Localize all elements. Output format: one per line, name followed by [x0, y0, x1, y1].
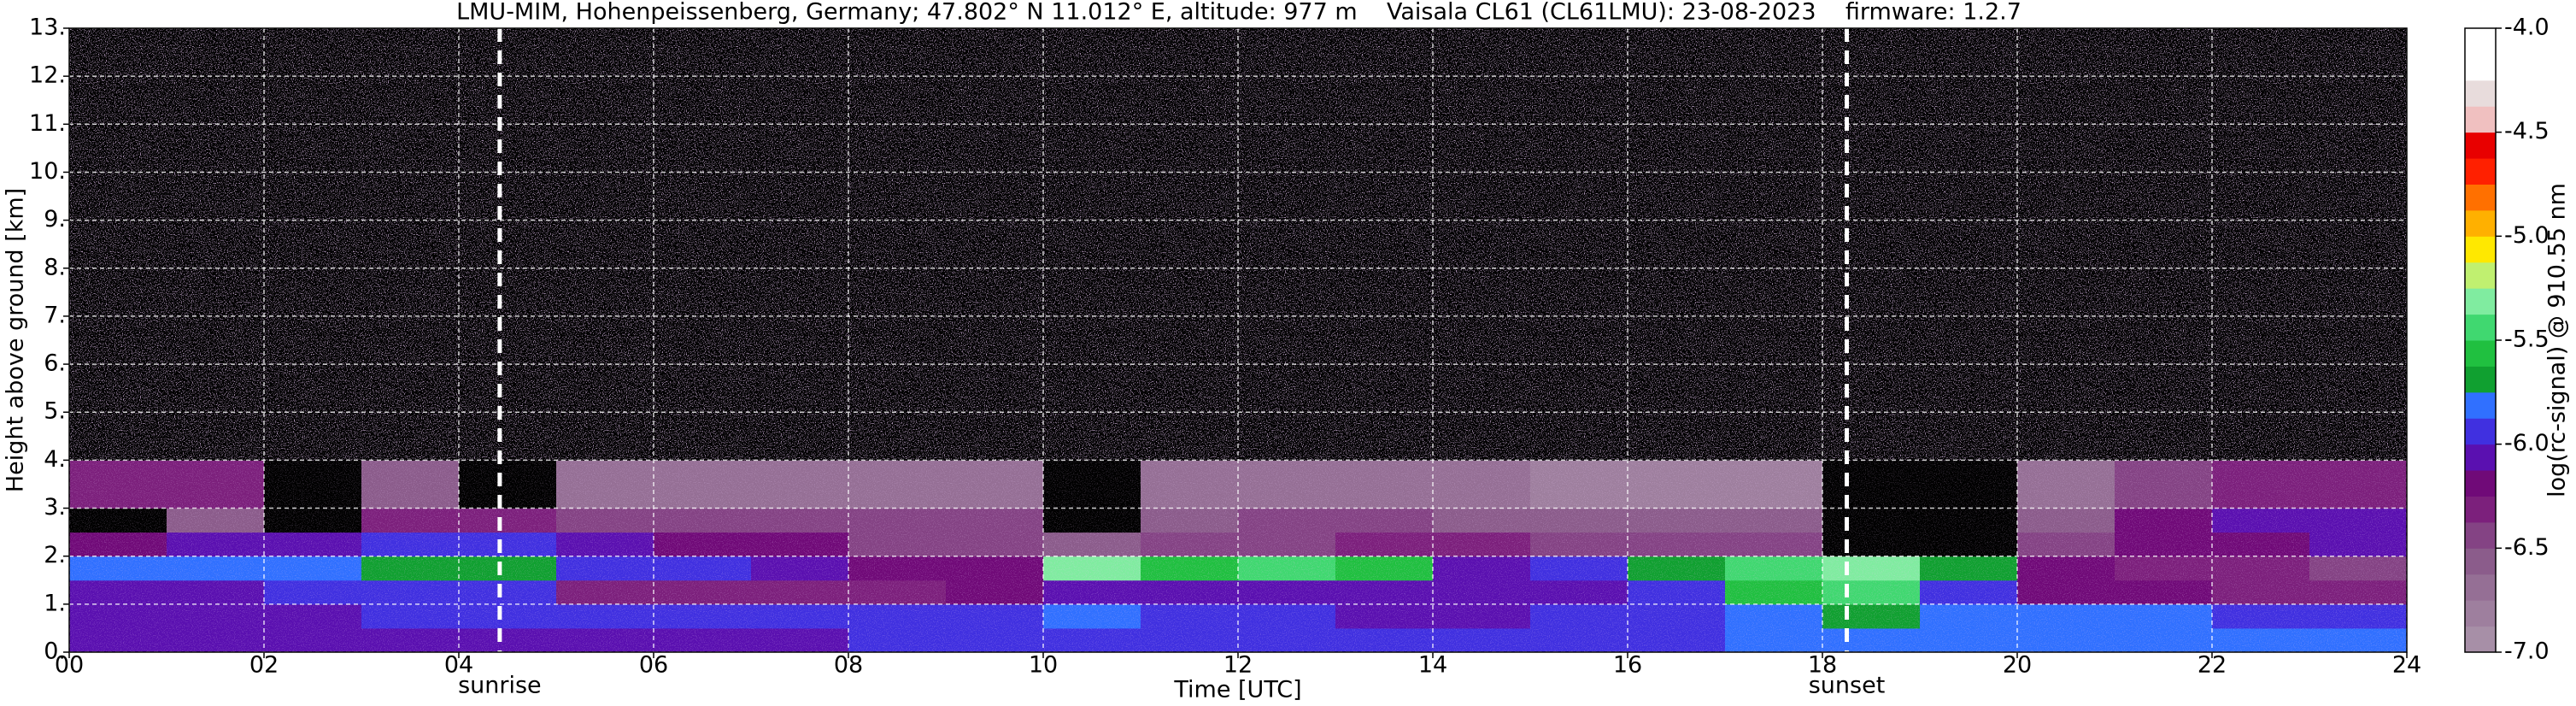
colorbar-swatch: [2465, 366, 2496, 393]
colorbar-swatch: [2465, 106, 2496, 133]
colorbar-swatch: [2465, 184, 2496, 211]
y-tick-label: 11.: [29, 110, 66, 137]
y-tick-label: 2.: [44, 542, 66, 568]
colorbar-swatch: [2465, 209, 2496, 237]
y-tick-label: 3.: [44, 494, 66, 521]
colorbar-swatch: [2465, 236, 2496, 263]
colorbar-tick-label: -4.0: [2504, 15, 2550, 41]
y-tick-label: 10.: [29, 158, 66, 185]
colorbar-swatch: [2465, 496, 2496, 523]
y-tick-label: 4.: [44, 446, 66, 473]
y-tick-label: 0.: [44, 638, 66, 665]
colorbar-tick-label: -4.5: [2504, 118, 2550, 144]
colorbar-swatch: [2465, 262, 2496, 289]
colorbar-swatch: [2465, 340, 2496, 367]
colorbar-swatch: [2465, 391, 2496, 419]
x-tick-label: 12: [1223, 652, 1253, 679]
colorbar-swatch: [2465, 132, 2496, 159]
colorbar-swatch: [2465, 288, 2496, 315]
colorbar-tick-label: -5.0: [2504, 222, 2550, 249]
x-tick-label: 22: [2198, 652, 2227, 679]
y-tick-label: 1.: [44, 590, 66, 616]
plot-frame: [68, 27, 2408, 653]
y-axis-label: Height above ground [km]: [3, 188, 29, 492]
colorbar-swatch: [2465, 158, 2496, 185]
y-tick-label: 12.: [29, 62, 66, 89]
y-tick-label: 5.: [44, 398, 66, 425]
colorbar-label: log(rc-signal) @ 910.55 nm: [2544, 183, 2571, 497]
colorbar-swatch: [2465, 28, 2496, 55]
event-label: sunset: [1809, 673, 1886, 699]
x-tick-label: 10: [1029, 652, 1058, 679]
y-tick-label: 8.: [44, 254, 66, 280]
x-tick-label: 04: [444, 652, 473, 679]
x-tick-label: 20: [2003, 652, 2032, 679]
colorbar-swatch: [2465, 314, 2496, 341]
colorbar-swatch: [2465, 548, 2496, 575]
x-tick-label: 02: [249, 652, 279, 679]
colorbar-swatch: [2465, 79, 2496, 107]
chart-title: LMU-MIM, Hohenpeissenberg, Germany; 47.8…: [456, 0, 2021, 26]
colorbar-swatch: [2465, 444, 2496, 471]
y-tick-label: 7.: [44, 302, 66, 328]
colorbar-swatch: [2465, 418, 2496, 445]
y-tick-label: 13.: [29, 15, 66, 41]
colorbar-tick-label: -6.0: [2504, 430, 2550, 456]
colorbar-tick-label: -6.5: [2504, 534, 2550, 561]
colorbar-swatch: [2465, 600, 2496, 627]
x-tick-label: 16: [1613, 652, 1642, 679]
colorbar-swatch: [2465, 574, 2496, 601]
x-tick-label: 18: [1808, 652, 1837, 679]
event-label: sunrise: [458, 673, 542, 699]
x-tick-label: 06: [639, 652, 668, 679]
colorbar-swatch: [2465, 521, 2496, 549]
colorbar-tick-label: -7.0: [2504, 638, 2550, 665]
y-tick-label: 9.: [44, 206, 66, 232]
x-tick-label: 24: [2392, 652, 2421, 679]
colorbar-swatch: [2465, 54, 2496, 81]
y-tick-label: 6.: [44, 350, 66, 377]
colorbar-tick-label: -5.5: [2504, 327, 2550, 353]
colorbar-swatch: [2465, 470, 2496, 497]
x-axis-label: Time [UTC]: [1173, 677, 1301, 703]
colorbar-swatch: [2465, 626, 2496, 653]
x-tick-label: 00: [55, 652, 84, 679]
x-tick-label: 08: [834, 652, 863, 679]
x-tick-label: 14: [1418, 652, 1447, 679]
